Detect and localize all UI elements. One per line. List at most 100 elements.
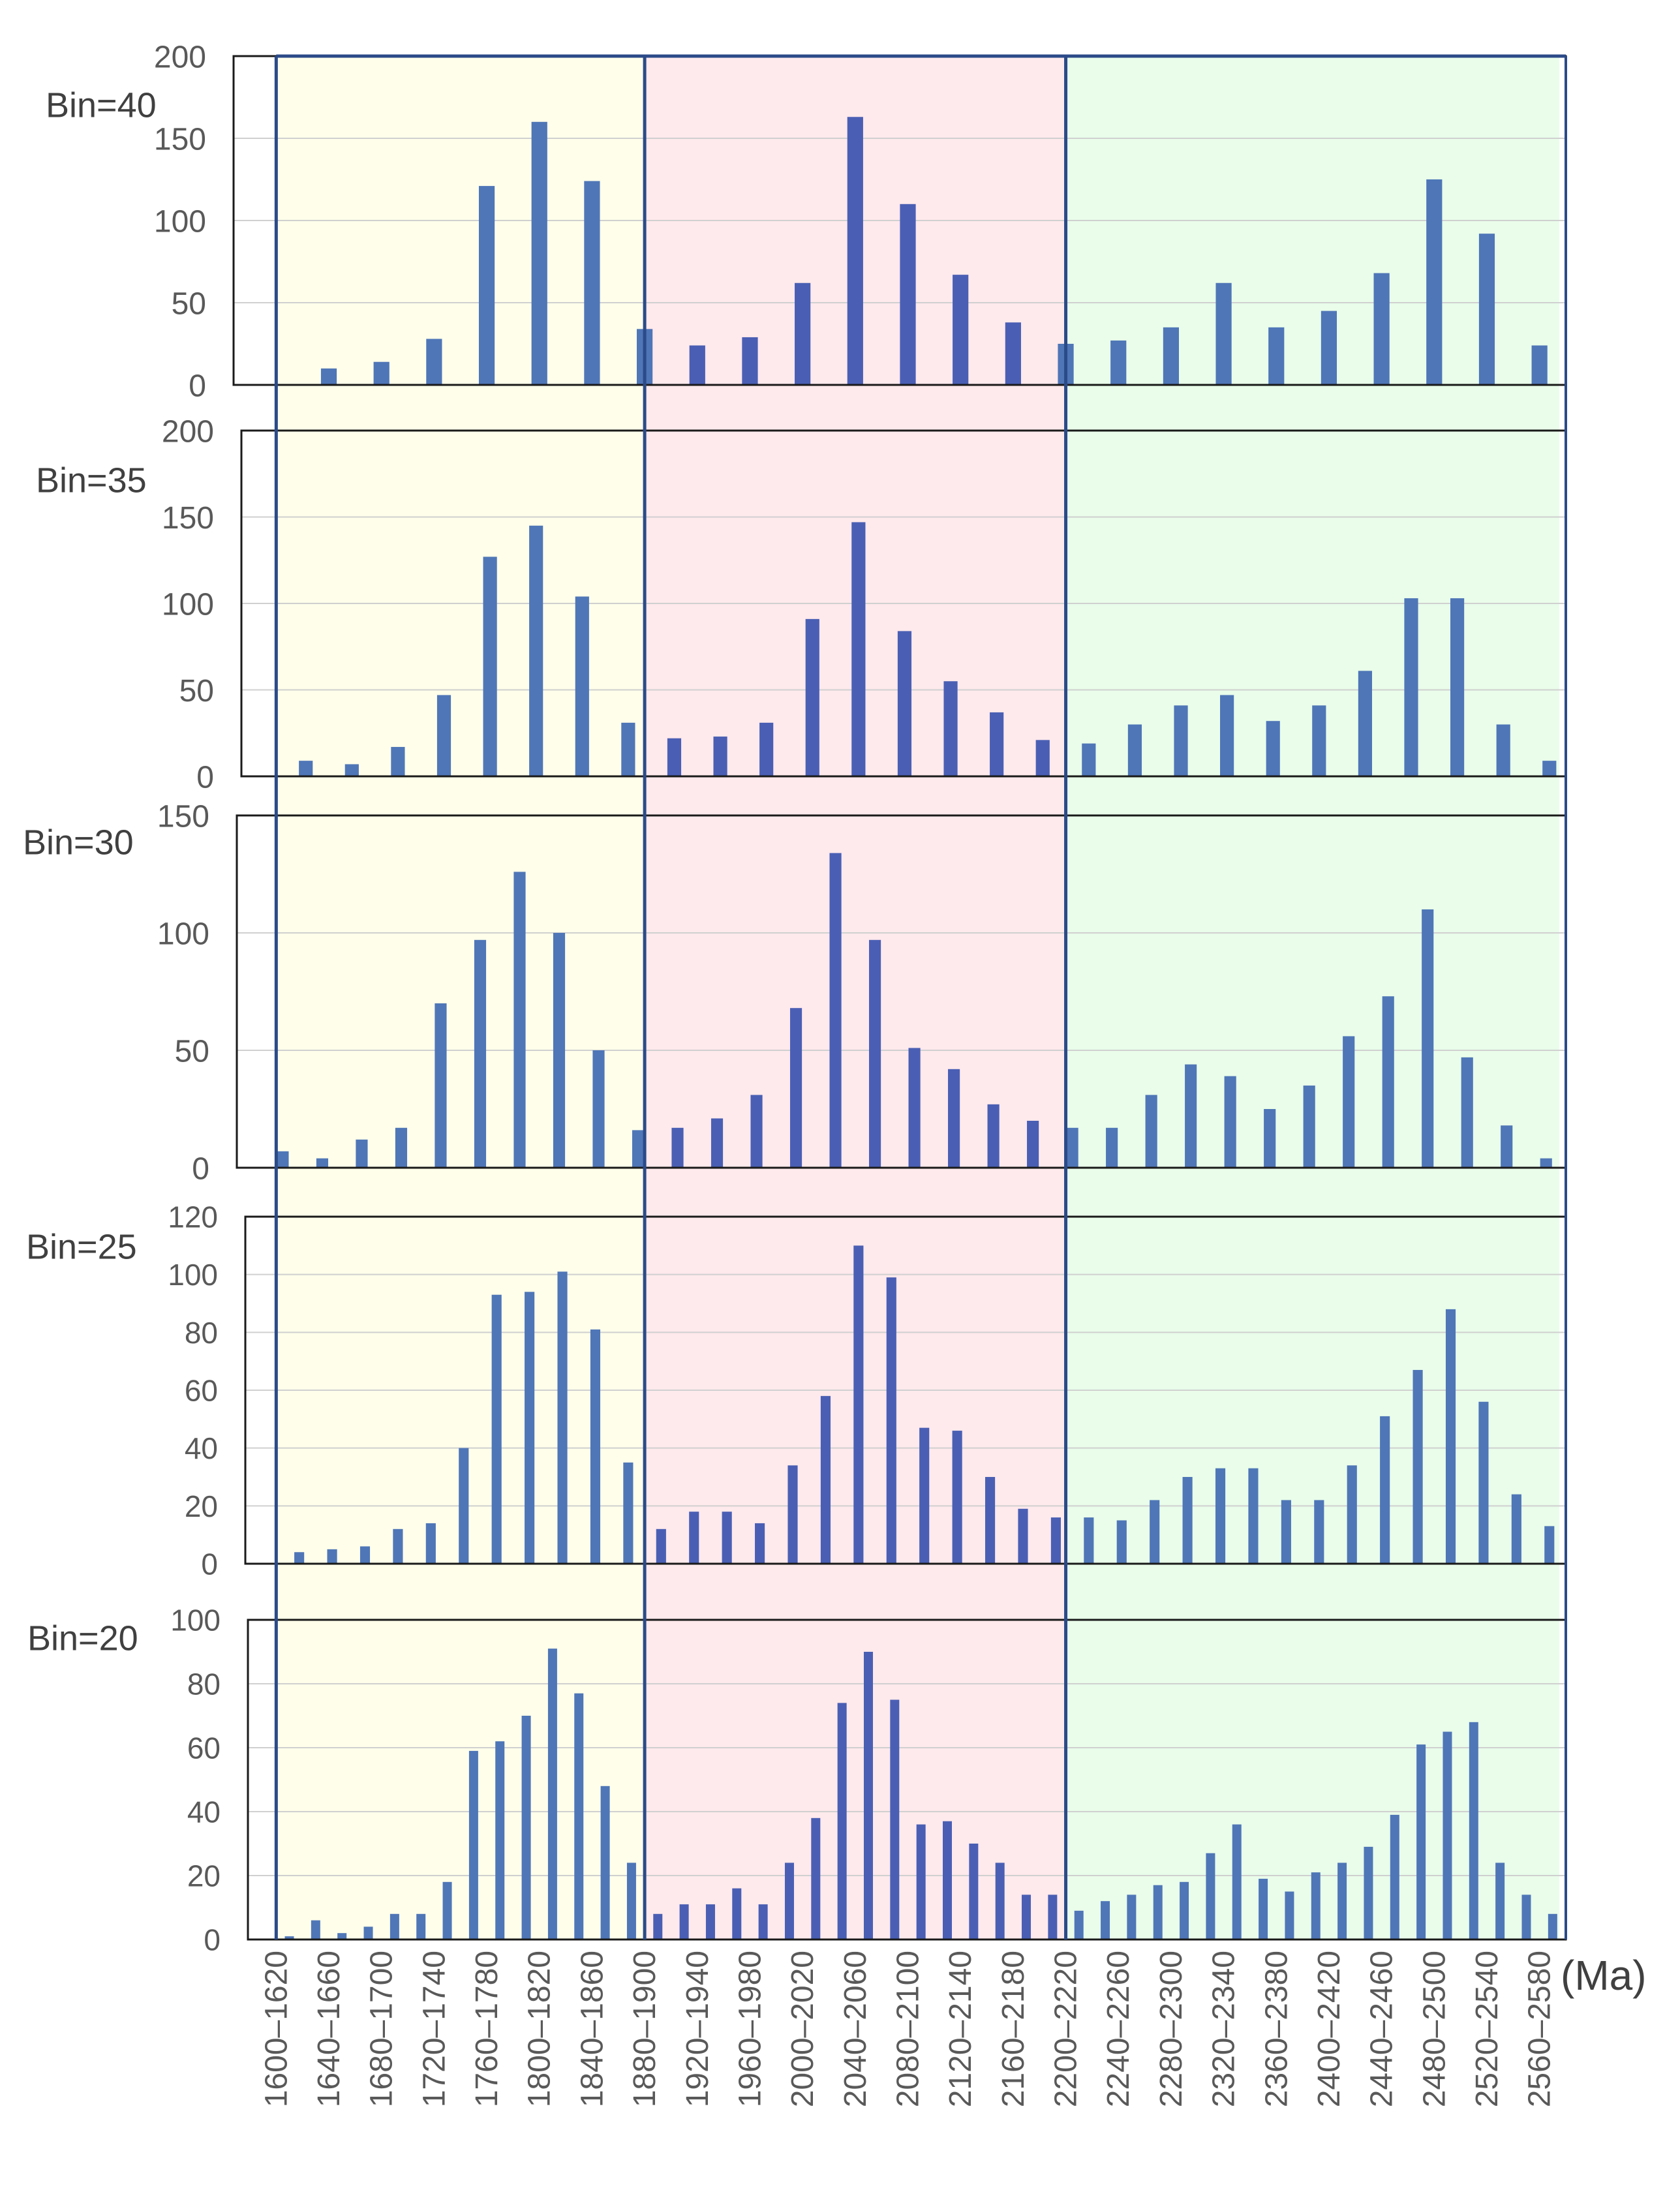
bar [811,1817,821,1939]
bar [621,722,635,776]
x-tick-label: 2160–2180 [996,1951,1031,2107]
bar [1501,1125,1513,1168]
bar [900,204,916,385]
x-tick-label: 1760–1780 [470,1951,504,2107]
bar [1364,1846,1373,1939]
bar [789,1008,802,1168]
bar [600,1786,610,1939]
y-tick-label: 200 [154,40,206,74]
bar [1153,1885,1163,1939]
panel-bin-30: 0 50 100 150 Bin=30 [23,799,1567,1186]
bar [1048,1894,1058,1939]
age-band-3 [1065,56,1559,1939]
bar [1005,322,1021,385]
x-tick-label: 2320–2340 [1207,1951,1242,2107]
bar [1066,1127,1078,1168]
panel-bin-35: 0 50 100 150 200 Bin=35 [36,414,1567,795]
x-tick-label: 1920–1940 [680,1951,715,2107]
bar [320,368,337,385]
bar [525,1292,535,1564]
bar [1248,1468,1259,1564]
bar [667,738,682,776]
panel-title: Bin=35 [36,461,147,500]
x-tick-label: 2280–2300 [1154,1951,1189,2107]
bar [513,872,526,1168]
bar [863,1652,873,1939]
bar [1542,761,1557,776]
x-tick-label: 2120–2140 [943,1951,978,2107]
y-tick-label: 100 [162,587,214,622]
bar [653,1913,663,1939]
bar [1312,705,1326,776]
bar [337,1933,347,1939]
bar [395,1127,408,1168]
bar [468,1750,478,1939]
bar [713,737,727,776]
bar [1022,1894,1031,1939]
bar [847,117,863,386]
bar [416,1913,426,1939]
x-tick-label: 2520–2540 [1470,1951,1504,2107]
bar [592,1050,605,1168]
y-tick-label: 150 [162,501,214,536]
bar [356,1139,368,1168]
bar [886,1277,896,1564]
x-tick-label: 1600–1620 [259,1951,294,2107]
y-tick-label: 100 [170,1604,221,1637]
bar [1321,311,1337,385]
bar [553,933,566,1168]
bar [755,1523,765,1564]
bar [1206,1853,1215,1939]
y-tick-label: 60 [185,1374,218,1408]
bar [851,522,866,776]
x-tick-label: 2560–2580 [1523,1951,1557,2107]
bar [393,1528,403,1564]
bar [623,1462,634,1564]
bar [1358,671,1372,776]
bar [1082,743,1096,776]
bar [436,695,451,776]
bar [531,121,547,386]
bar [759,722,774,776]
bar [750,1095,763,1168]
y-tick-label: 80 [187,1667,221,1701]
bar [1084,1517,1094,1564]
bar [1343,1036,1355,1168]
y-tick-label: 40 [187,1795,221,1829]
panel-title: Bin=20 [27,1619,138,1658]
bar [985,1477,996,1564]
bar [1018,1508,1028,1564]
bar [787,1465,798,1564]
bar [584,181,600,385]
x-tick-label: 1880–1900 [628,1951,662,2107]
bar [1074,1910,1084,1939]
bar [1445,1309,1456,1564]
bar [1285,1891,1294,1939]
bar [1311,1872,1321,1939]
x-tick-label: 2360–2380 [1259,1951,1294,2107]
y-tick-label: 20 [187,1859,221,1893]
bar [1461,1057,1473,1168]
bar [919,1427,930,1564]
age-bands [276,56,1559,1939]
bar [1413,1369,1423,1564]
bar [311,1920,320,1939]
bar [1544,1526,1555,1564]
bar [853,1245,864,1564]
x-tick-label: 2440–2460 [1365,1951,1399,2107]
x-tick-label: 1680–1700 [365,1951,399,2107]
bar [1495,1863,1505,1939]
bar [359,1546,371,1564]
bar [829,853,842,1168]
bar [316,1158,329,1168]
bar [1422,909,1434,1168]
bar [1116,1520,1127,1564]
bar [363,1926,373,1939]
y-tick-label: 0 [192,1151,209,1186]
bar [1531,345,1548,385]
bar [389,1913,399,1939]
y-tick-label: 0 [201,1547,218,1581]
bar [442,1881,452,1939]
bar [459,1448,469,1564]
bar [495,1741,505,1939]
